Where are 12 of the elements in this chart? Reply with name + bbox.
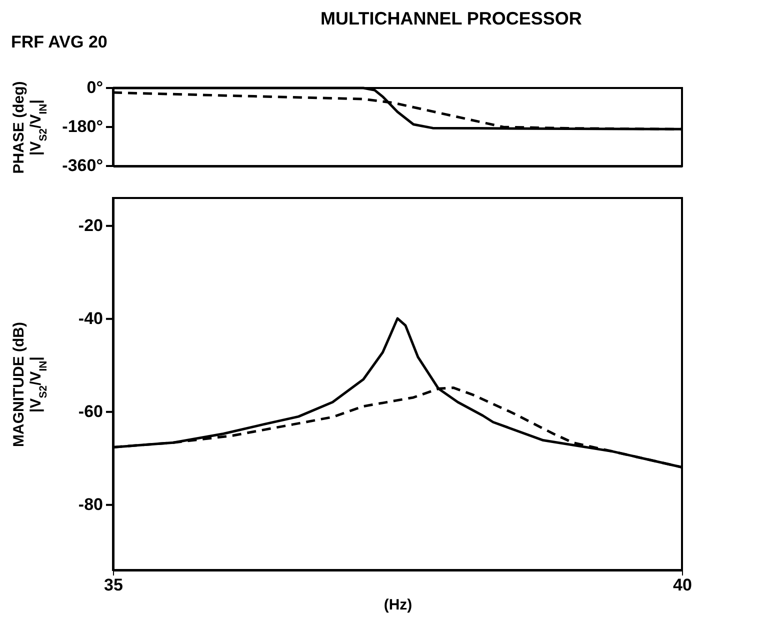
x-axis-title: (Hz) [384,596,412,614]
text: FRF AVG 20 [11,32,108,52]
x-tick-label: 35 [104,576,123,594]
x-tick-label: 40 [673,576,692,594]
chart-title: MULTICHANNEL PROCESSOR [320,8,582,28]
y-tick-label: -360° [62,156,104,175]
y-tick-label: -40 [78,308,103,328]
y-tick-label: -60 [78,402,103,421]
y-tick-label: -20 [78,216,103,235]
y-tick-label: -180° [62,117,104,136]
y-tick-label: -80 [78,494,103,514]
y-tick-label: 0° [86,78,104,97]
